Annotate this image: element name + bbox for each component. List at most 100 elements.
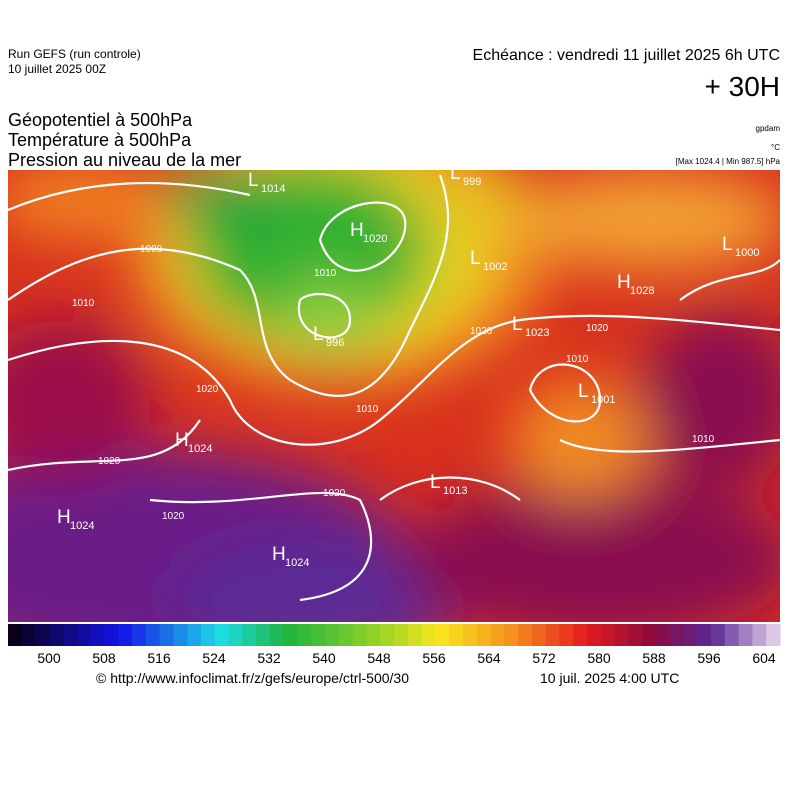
colorbar-cell	[407, 624, 423, 646]
colorbar-cell	[642, 624, 657, 646]
colorbar-tick: 508	[92, 650, 116, 666]
colorbar-cell	[242, 624, 257, 646]
colorbar-tick: 580	[587, 650, 611, 666]
colorbar-tick: 564	[477, 650, 501, 666]
center-value: 1002	[483, 261, 507, 273]
isobar-label: 1020	[470, 326, 493, 337]
isobar-label: 1020	[586, 323, 609, 334]
field: Pression au niveau de la mer	[8, 150, 241, 170]
colorbar-cell	[559, 624, 574, 646]
colorbar-tick: 596	[697, 650, 721, 666]
colorbar-tick: 548	[367, 650, 391, 666]
colorbar-cell	[490, 624, 505, 646]
colorbar-cell	[35, 624, 50, 646]
colorbar-tick: 604	[752, 650, 776, 666]
unit: [Max 1024.4 | Min 987.5] hPa	[676, 157, 781, 166]
colorbar-cell	[325, 624, 340, 646]
colorbar-tick: 588	[642, 650, 666, 666]
colorbar-cell	[214, 624, 230, 646]
run: Run GEFS (run controle)	[8, 47, 141, 61]
colorbar-tick: 500	[37, 650, 61, 666]
center-value: 1000	[735, 247, 759, 259]
colorbar-cell	[173, 624, 188, 646]
colorbar-cell	[711, 624, 726, 646]
colorbar-cell	[159, 624, 174, 646]
center-symbol: L	[313, 324, 324, 345]
isobar-label: 1010	[356, 404, 379, 415]
colorbar-cell	[104, 624, 119, 646]
center-symbol: L	[470, 248, 481, 269]
center-value: 1014	[261, 183, 285, 195]
isobar-label: 1020	[98, 456, 121, 467]
center-symbol: H	[350, 220, 364, 241]
center-symbol: H	[272, 544, 286, 565]
center-symbol: H	[57, 507, 71, 528]
colorbar-cell	[724, 624, 740, 646]
colorbar-cell	[118, 624, 133, 646]
center-symbol: L	[430, 472, 441, 493]
center-value: 1020	[363, 233, 387, 245]
colorbar-tick: 572	[532, 650, 556, 666]
colorbar-cell	[697, 624, 712, 646]
colorbar-cell	[545, 624, 560, 646]
unit: gpdam	[756, 124, 781, 133]
colorbar-tick: 532	[257, 650, 281, 666]
source: © http://www.infoclimat.fr/z/gefs/europe…	[96, 670, 409, 686]
colorbar-cell	[600, 624, 616, 646]
colorbar-cell	[269, 624, 285, 646]
isobar-label: 1010	[566, 354, 589, 365]
colorbar-cell	[90, 624, 105, 646]
colorbar: 500 508 516 524 532 540 548 556 564 572 580 588 596 6…	[8, 624, 781, 666]
colorbar-cell	[573, 624, 588, 646]
colorbar-cell	[63, 624, 78, 646]
colorbar-tick: 516	[147, 650, 171, 666]
colorbar-tick: 556	[422, 650, 446, 666]
colorbar-cell	[297, 624, 312, 646]
colorbar-cell	[738, 624, 753, 646]
center-value: 996	[326, 337, 344, 349]
colorbar-cell	[669, 624, 684, 646]
colorbar-cell	[435, 624, 450, 646]
colorbar-cell	[628, 624, 643, 646]
field: Température à 500hPa	[8, 130, 192, 150]
isobar-label: 1010	[314, 268, 337, 279]
center-symbol: L	[450, 163, 461, 184]
colorbar-cell	[283, 624, 298, 646]
colorbar-cell	[21, 624, 37, 646]
colorbar-cell	[187, 624, 202, 646]
colorbar-cell	[228, 624, 243, 646]
colorbar-cell	[311, 624, 326, 646]
colorbar-cell	[587, 624, 602, 646]
unit: °C	[771, 143, 780, 152]
isobar-label: 1020	[323, 488, 346, 499]
colorbar-cell	[256, 624, 271, 646]
colorbar-cell	[380, 624, 395, 646]
isobar-label: 1020	[162, 511, 185, 522]
colorbar-cell	[76, 624, 92, 646]
run-date: 10 juillet 2025 00Z	[8, 62, 106, 76]
center-symbol: H	[617, 272, 631, 293]
colorbar-cell	[531, 624, 547, 646]
colorbar-cell	[683, 624, 698, 646]
center-symbol: L	[512, 314, 523, 335]
issued: 10 juil. 2025 4:00 UTC	[540, 670, 679, 686]
colorbar-cell	[614, 624, 629, 646]
colorbar-cell	[366, 624, 381, 646]
colorbar-cell	[504, 624, 519, 646]
center-value: 1023	[525, 327, 549, 339]
colorbar-cell	[8, 624, 23, 646]
center-symbol: L	[578, 381, 589, 402]
colorbar-cell	[201, 624, 216, 646]
isobar-label: 1020	[196, 384, 219, 395]
colorbar-cell	[338, 624, 354, 646]
center-symbol: H	[175, 430, 189, 451]
center-value: 999	[463, 176, 481, 188]
colorbar-cell	[752, 624, 767, 646]
colorbar-cell	[421, 624, 436, 646]
colorbar-cell	[766, 624, 781, 646]
center-value: 1024	[70, 520, 94, 532]
colorbar-cell	[655, 624, 671, 646]
center-value: 1013	[443, 485, 467, 497]
